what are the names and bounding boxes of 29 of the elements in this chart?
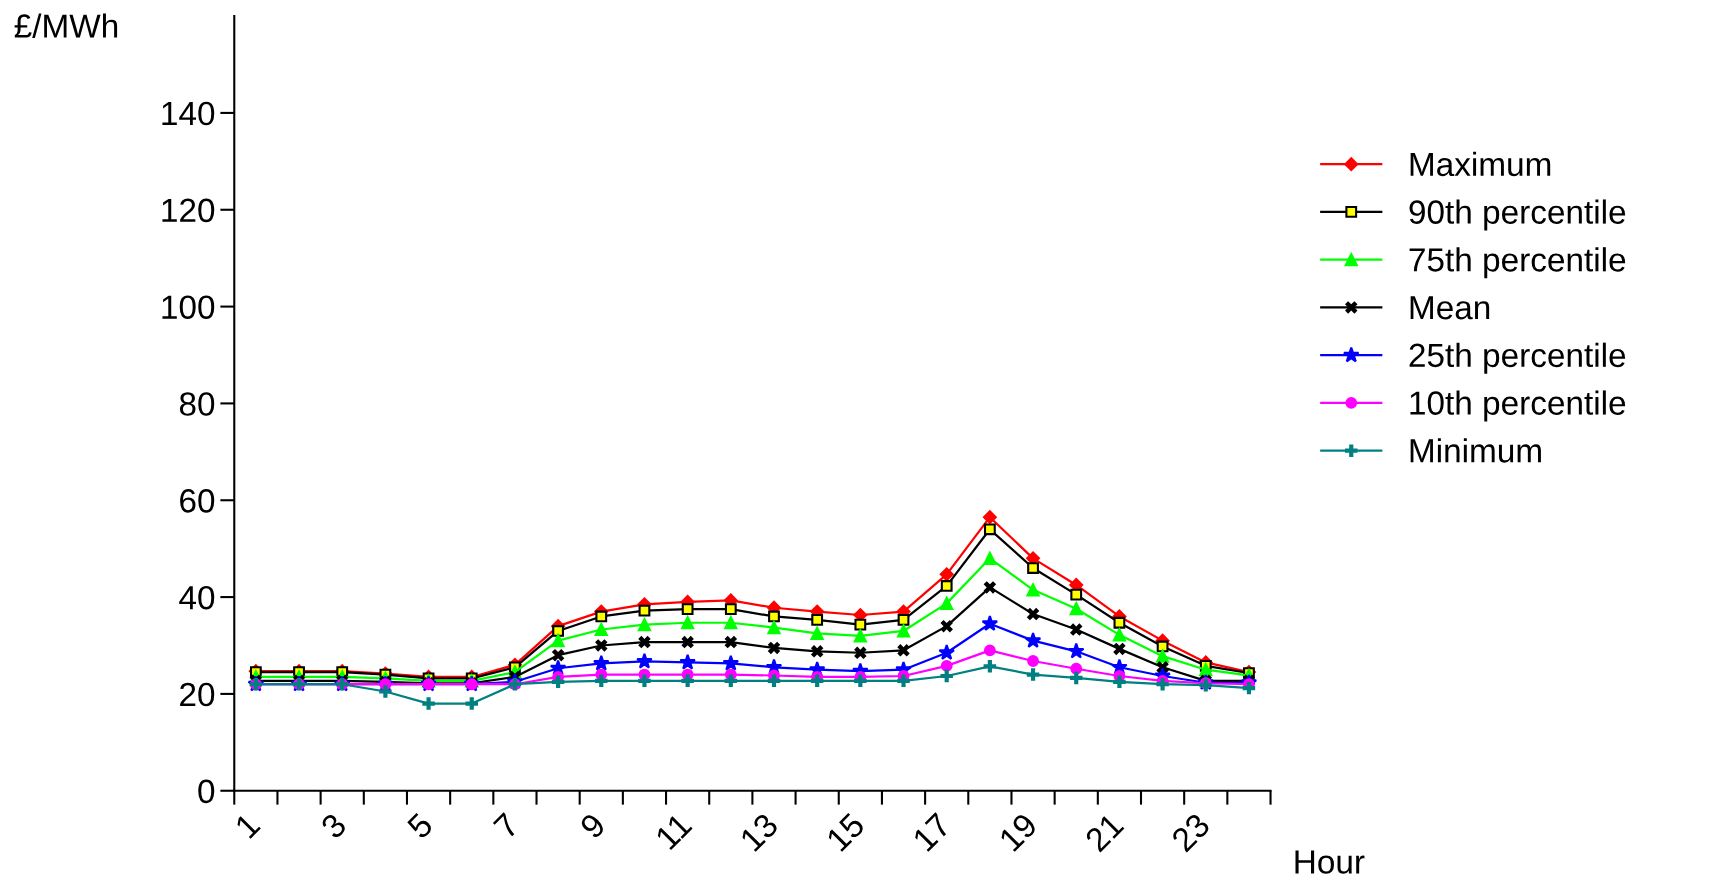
x-tick-label: 13 (739, 811, 780, 853)
legend-label: 25th percentile (1409, 342, 1626, 374)
x-tick-label: 15 (825, 812, 866, 853)
x-tick-label: 21 (1084, 812, 1125, 853)
y-tick-label: 80 (179, 392, 215, 416)
x-tick-label: 9 (578, 812, 607, 840)
legend-label: 10th percentile (1410, 390, 1626, 422)
y-tick-label: 40 (179, 585, 215, 610)
x-tick-label: 1 (234, 812, 261, 839)
legend-label: Mean (1410, 296, 1490, 320)
y-axis-title: £/MWh (14, 13, 118, 38)
x-axis-title: Hour (1295, 850, 1365, 874)
x-tick-label: 7 (492, 812, 520, 840)
y-tick-label: 100 (162, 295, 215, 319)
legend-label: Maximum (1410, 151, 1551, 177)
y-tick-label: 140 (162, 101, 215, 126)
y-tick-label: 20 (180, 682, 215, 707)
x-tick-label: 3 (319, 811, 348, 840)
legend-label: 75th percentile (1409, 247, 1626, 279)
x-tick-label: 23 (1170, 811, 1212, 853)
x-tick-label: 11 (654, 812, 693, 851)
y-tick-label: 120 (162, 198, 215, 223)
y-tick-label: 0 (198, 779, 215, 804)
x-tick-label: 5 (406, 812, 434, 840)
x-tick-label: 17 (912, 812, 952, 852)
legend-label: 90th percentile (1409, 199, 1626, 231)
legend-label: Minimum (1410, 438, 1541, 463)
y-tick-label: 60 (180, 489, 215, 513)
x-tick-label: 19 (998, 812, 1039, 853)
